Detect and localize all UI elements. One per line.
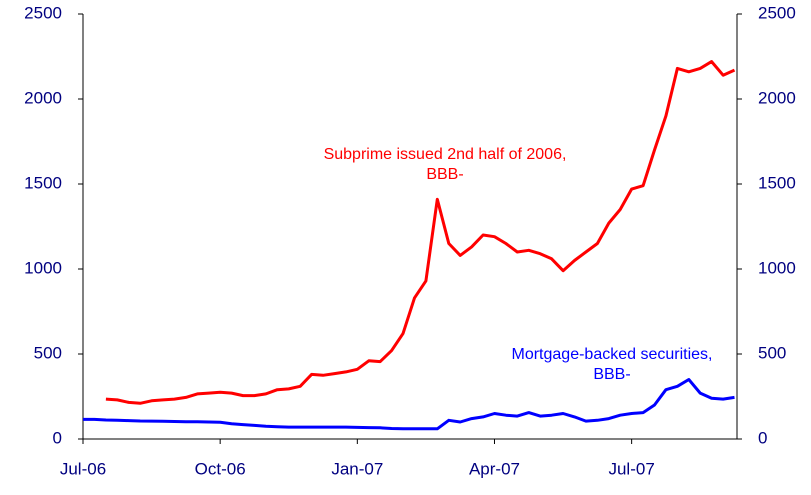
- annotation: Mortgage-backed securities,: [512, 346, 713, 363]
- y-tick-label: 1500: [24, 173, 62, 192]
- annotation: BBB-: [426, 166, 463, 183]
- y2-tick-label: 1500: [758, 173, 796, 192]
- annotation: Subprime issued 2nd half of 2006,: [324, 146, 567, 163]
- y-tick-label: 2500: [24, 3, 62, 22]
- y-tick-label: 0: [53, 428, 62, 447]
- x-tick-label: Jul-07: [608, 459, 654, 478]
- y2-tick-label: 500: [758, 343, 786, 362]
- series-line: [83, 378, 735, 431]
- y-tick-label: 1000: [24, 258, 62, 277]
- y2-tick-label: 1000: [758, 258, 796, 277]
- y2-tick-label: 0: [758, 428, 767, 447]
- y-tick-label: 2000: [24, 88, 62, 107]
- x-tick-label: Apr-07: [469, 459, 520, 478]
- y2-tick-label: 2500: [758, 3, 796, 22]
- x-tick-label: Oct-06: [195, 459, 246, 478]
- annotation: BBB-: [593, 366, 630, 383]
- y-tick-label: 500: [34, 343, 62, 362]
- y2-tick-label: 2000: [758, 88, 796, 107]
- x-tick-label: Jan-07: [331, 459, 383, 478]
- series-line: [105, 60, 736, 405]
- x-tick-label: Jul-06: [60, 459, 106, 478]
